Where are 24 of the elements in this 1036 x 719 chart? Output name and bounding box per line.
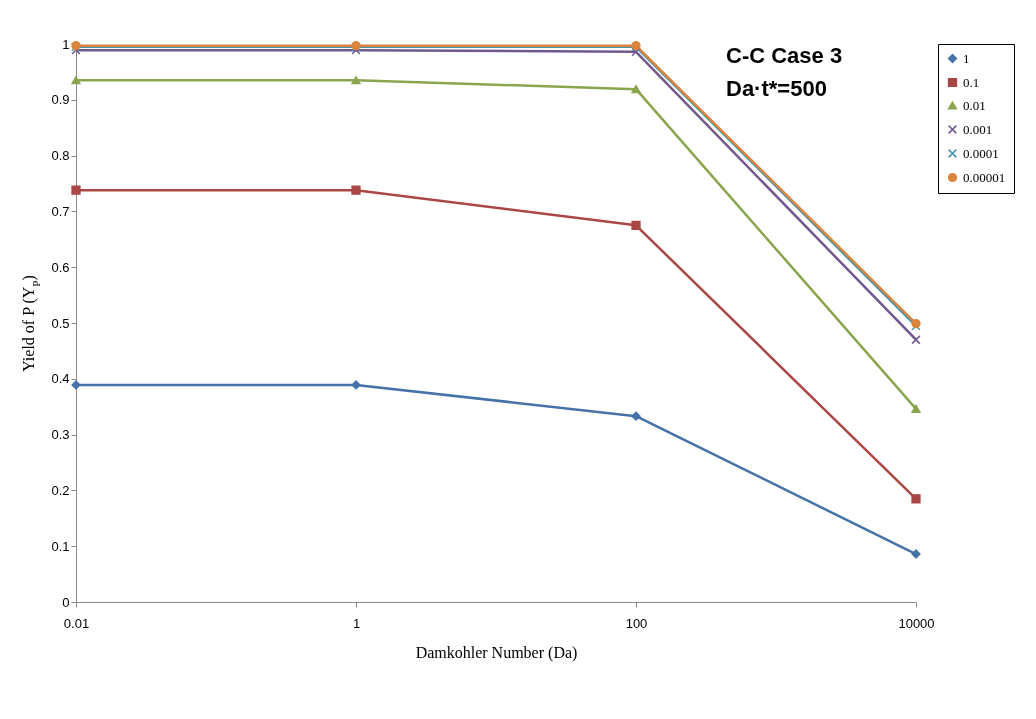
legend-label: 0.00001 — [963, 169, 1006, 185]
y-tick-label: 0.5 — [51, 315, 70, 331]
y-tick-label: 0.8 — [51, 148, 70, 164]
legend-label: 1 — [963, 50, 970, 66]
legend-label: 0.001 — [963, 121, 993, 137]
legend-label: 0.0001 — [963, 145, 999, 161]
legend-label: 0.1 — [963, 74, 980, 90]
y-tick-label: 1 — [62, 36, 70, 52]
x-tick-label: 10000 — [898, 615, 935, 631]
y-tick-label: 0.2 — [51, 482, 70, 498]
y-tick-label: 0.9 — [51, 92, 70, 108]
y-tick-label: 0.6 — [51, 259, 70, 275]
y-tick-label: 0.3 — [51, 427, 70, 443]
x-axis-title: Damkohler Number (Da) — [415, 643, 578, 662]
x-tick-label: 1 — [352, 615, 361, 631]
y-tick-label: 0.7 — [51, 203, 70, 219]
annotation: Da·t*=500 — [726, 76, 827, 101]
y-tick-label: 0 — [62, 594, 70, 610]
y-tick-label: 0.1 — [51, 538, 70, 554]
legend-label: 0.01 — [963, 97, 986, 113]
x-tick-label: 0.01 — [63, 615, 90, 631]
y-tick-label: 0.4 — [51, 371, 70, 387]
annotation: C-C Case 3 — [726, 43, 843, 68]
x-tick-label: 100 — [625, 615, 648, 631]
